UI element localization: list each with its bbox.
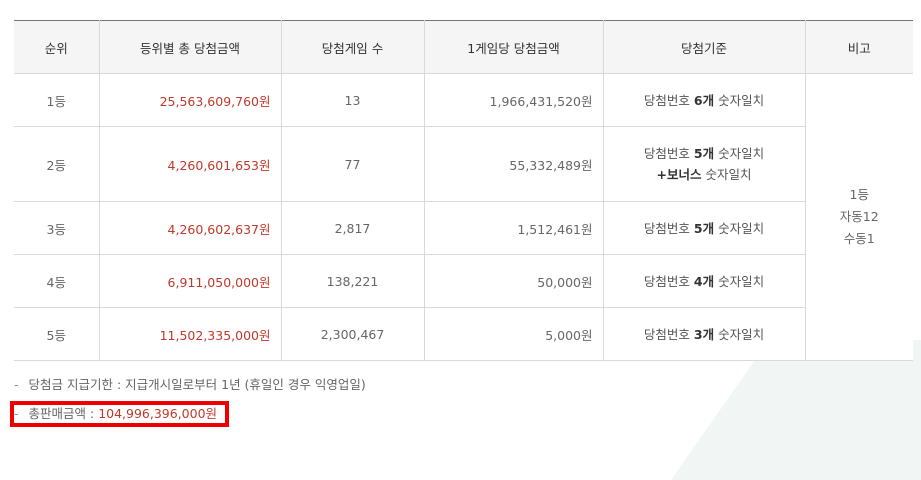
criteria-prefix: 당첨번호 bbox=[643, 273, 694, 289]
criteria-suffix: 숫자일치 bbox=[714, 92, 765, 108]
notes-section: - 당첨금 지급기한 : 지급개시일로부터 1년 (휴일인 경우 익영업일) -총… bbox=[10, 374, 366, 427]
prize-table: 순위 등위별 총 당첨금액 당첨게임 수 1게임당 당첨금액 당첨기준 비고 1… bbox=[14, 20, 913, 361]
bullet-dash: - bbox=[14, 377, 19, 392]
criteria-prefix: 당첨번호 bbox=[643, 146, 694, 161]
total-prize-cell: 4,260,602,637원 bbox=[98, 201, 282, 255]
criteria-cell: 당첨번호 5개 숫자일치 bbox=[602, 201, 806, 255]
table-row: 5등 11,502,335,000원 2,300,467 5,000원 당첨번호… bbox=[14, 307, 913, 361]
background-decoration bbox=[670, 340, 921, 480]
criteria-cell: 당첨번호 6개 숫자일치 bbox=[602, 73, 806, 127]
table-row: 4등 6,911,050,000원 138,221 50,000원 당첨번호 4… bbox=[14, 254, 913, 308]
header-prize-per-game: 1게임당 당첨금액 bbox=[423, 20, 604, 74]
remark-line: 자동12 bbox=[839, 209, 879, 224]
table-row: 3등 4,260,602,637원 2,817 1,512,461원 당첨번호 … bbox=[14, 201, 913, 255]
total-prize-cell: 25,563,609,760원 bbox=[98, 73, 282, 127]
criteria-cell: 당첨번호 3개 숫자일치 bbox=[602, 307, 806, 361]
criteria-count: 3개 bbox=[693, 326, 715, 342]
bullet-dash: - bbox=[14, 406, 19, 421]
winner-count-cell: 138,221 bbox=[280, 254, 425, 308]
winner-count-cell: 77 bbox=[280, 126, 425, 202]
winner-count-cell: 2,300,467 bbox=[280, 307, 425, 361]
header-winner-count: 당첨게임 수 bbox=[280, 20, 425, 74]
table-row: 2등 4,260,601,653원 77 55,332,489원 당첨번호 5개… bbox=[14, 126, 913, 202]
winner-count-cell: 13 bbox=[280, 73, 425, 127]
criteria-count: 6개 bbox=[693, 92, 715, 108]
payment-deadline-text: 당첨금 지급기한 : 지급개시일로부터 1년 (휴일인 경우 익영업일) bbox=[28, 377, 366, 392]
remark-cell: 1등 자동12 수동1 bbox=[804, 73, 913, 361]
criteria-cell: 당첨번호 4개 숫자일치 bbox=[602, 254, 806, 308]
payment-deadline-note: - 당첨금 지급기한 : 지급개시일로부터 1년 (휴일인 경우 익영업일) bbox=[10, 374, 366, 396]
table-row: 1등 25,563,609,760원 13 1,966,431,520원 당첨번… bbox=[14, 73, 913, 361]
rank-cell: 2등 bbox=[14, 126, 100, 202]
remark-line: 1등 bbox=[849, 187, 869, 202]
header-remark: 비고 bbox=[804, 20, 913, 74]
criteria-prefix: 당첨번호 bbox=[643, 92, 694, 108]
total-sales-value: 104,996,396,000원 bbox=[98, 406, 218, 421]
criteria-prefix: 당첨번호 bbox=[643, 220, 694, 236]
total-prize-cell: 6,911,050,000원 bbox=[98, 254, 282, 308]
criteria-suffix: 숫자일치 bbox=[701, 167, 752, 182]
criteria-count: 5개 bbox=[693, 146, 715, 161]
criteria-suffix: 숫자일치 bbox=[714, 146, 765, 161]
header-criteria: 당첨기준 bbox=[602, 20, 806, 74]
table-header-row: 순위 등위별 총 당첨금액 당첨게임 수 1게임당 당첨금액 당첨기준 비고 bbox=[14, 20, 913, 74]
winner-count-cell: 2,817 bbox=[280, 201, 425, 255]
prize-per-game-cell: 1,966,431,520원 bbox=[423, 73, 604, 127]
total-prize-cell: 11,502,335,000원 bbox=[98, 307, 282, 361]
rank-cell: 1등 bbox=[14, 73, 100, 127]
total-prize-cell: 4,260,601,653원 bbox=[98, 126, 282, 202]
criteria-suffix: 숫자일치 bbox=[714, 220, 765, 236]
total-sales-label: 총판매금액 : bbox=[28, 406, 99, 421]
prize-per-game-cell: 50,000원 bbox=[423, 254, 604, 308]
criteria-count: 5개 bbox=[693, 220, 715, 236]
criteria-count: 4개 bbox=[693, 273, 715, 289]
header-rank: 순위 bbox=[14, 20, 100, 74]
criteria-bonus: +보너스 bbox=[656, 167, 702, 182]
prize-per-game-cell: 5,000원 bbox=[423, 307, 604, 361]
rank-cell: 4등 bbox=[14, 254, 100, 308]
rank-cell: 5등 bbox=[14, 307, 100, 361]
criteria-suffix: 숫자일치 bbox=[714, 273, 765, 289]
prize-per-game-cell: 1,512,461원 bbox=[423, 201, 604, 255]
header-total-prize: 등위별 총 당첨금액 bbox=[98, 20, 282, 74]
rank-cell: 3등 bbox=[14, 201, 100, 255]
criteria-suffix: 숫자일치 bbox=[714, 326, 765, 342]
criteria-cell: 당첨번호 5개 숫자일치 +보너스 숫자일치 bbox=[602, 126, 806, 202]
total-sales-note: - 총판매금액 : 104,996,396,000원 bbox=[10, 401, 230, 427]
remark-line: 수동1 bbox=[843, 231, 875, 246]
prize-per-game-cell: 55,332,489원 bbox=[423, 126, 604, 202]
criteria-prefix: 당첨번호 bbox=[643, 326, 694, 342]
